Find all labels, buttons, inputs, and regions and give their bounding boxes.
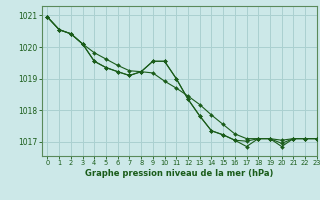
X-axis label: Graphe pression niveau de la mer (hPa): Graphe pression niveau de la mer (hPa) [85,169,273,178]
